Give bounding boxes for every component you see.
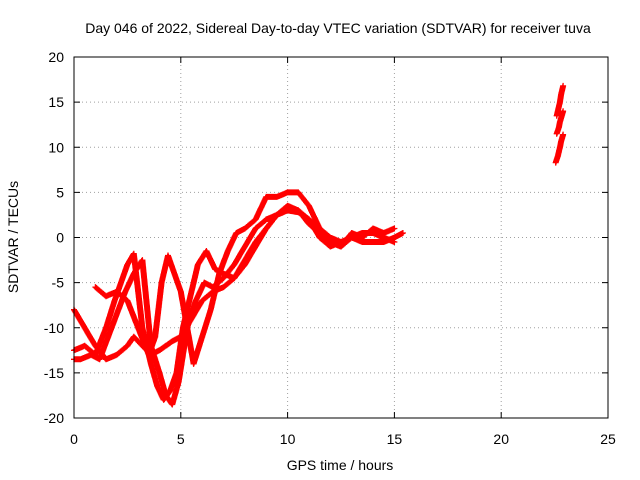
series-markers [552, 131, 567, 166]
y-tick-label: 0 [56, 230, 64, 246]
series-markers [553, 82, 567, 119]
y-axis-label: SDTVAR / TECUs [5, 181, 21, 293]
y-tick-label: -15 [44, 365, 64, 381]
series-segment-right-upper [553, 82, 567, 119]
y-tick-label: -5 [52, 275, 65, 291]
x-tick-label: 5 [177, 431, 185, 447]
data-series [71, 82, 567, 408]
chart-title: Day 046 of 2022, Sidereal Day-to-day VTE… [85, 20, 591, 36]
y-tick-label: 10 [48, 139, 64, 155]
y-tick-label: -10 [44, 320, 64, 336]
x-tick-label: 15 [387, 431, 403, 447]
x-axis-ticks: 0 5 10 15 20 25 [70, 57, 616, 447]
y-tick-label: -20 [44, 410, 64, 426]
x-tick-label: 10 [280, 431, 296, 447]
y-tick-label: 20 [48, 49, 64, 65]
y-tick-label: 5 [56, 184, 64, 200]
series-segment-right-middle [553, 108, 567, 137]
x-tick-label: 20 [493, 431, 509, 447]
series-markers [553, 108, 567, 137]
y-axis-ticks: -20 -15 -10 -5 0 5 10 15 20 [44, 49, 608, 426]
y-tick-label: 15 [48, 94, 64, 110]
series-segment-right-lower [552, 131, 567, 166]
x-axis-label: GPS time / hours [287, 457, 394, 473]
series-markers [92, 189, 398, 367]
x-tick-label: 25 [600, 431, 616, 447]
x-tick-label: 0 [70, 431, 78, 447]
series-track-d [92, 189, 398, 367]
